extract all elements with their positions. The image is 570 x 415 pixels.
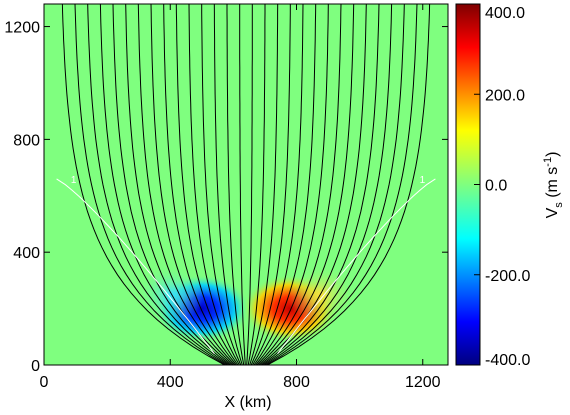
field-line-10 <box>188 4 240 365</box>
colorbar-tick-label-2: 0.0 <box>485 178 507 195</box>
x-tick-label-0: 0 <box>40 374 49 391</box>
field-line-6 <box>137 4 234 365</box>
y-tick-label-2: 800 <box>13 132 40 149</box>
colorbar-tick-label-3: -200.0 <box>485 268 530 285</box>
field-line-24 <box>259 4 367 365</box>
white-contour-right <box>277 178 436 355</box>
field-line-21 <box>255 4 329 365</box>
x-tick-label-2: 800 <box>283 374 310 391</box>
y-tick-label-0: 0 <box>31 358 40 375</box>
x-axis: 0 400 800 1200 <box>40 4 441 391</box>
field-line-27 <box>264 4 405 365</box>
x-axis-title: X (km) <box>224 394 271 411</box>
field-line-26 <box>262 4 393 365</box>
field-line-18 <box>250 4 291 365</box>
field-line-7 <box>150 4 236 365</box>
x-tick-label-1: 400 <box>157 374 184 391</box>
colorbar-tick-label-0: 400.0 <box>485 5 525 22</box>
colorbar-symbol-subscript: s <box>553 202 565 208</box>
field-line-29 <box>267 4 431 365</box>
colorbar-ticks: 400.0 200.0 0.0 -200.0 -400.0 <box>474 3 530 369</box>
field-line-2 <box>87 4 228 365</box>
y-tick-label-3: 1200 <box>4 20 40 37</box>
field-line-11 <box>201 4 242 365</box>
colorbar-units-superscript: -1 <box>542 157 554 167</box>
x-tick-label-3: 1200 <box>405 374 441 391</box>
colorbar-symbol: V <box>544 207 561 218</box>
contour-label-right: 1 <box>420 175 426 186</box>
y-tick-label-1: 400 <box>13 245 40 262</box>
field-line-15 <box>246 4 253 365</box>
field-line-8 <box>163 4 237 365</box>
field-line-20 <box>253 4 317 365</box>
field-line-14 <box>239 4 246 365</box>
colorbar-tick-label-1: 200.0 <box>485 87 525 104</box>
field-line-1 <box>74 4 227 365</box>
field-line-5 <box>125 4 233 365</box>
field-line-23 <box>258 4 355 365</box>
field-line-25 <box>261 4 380 365</box>
field-line-16 <box>247 4 266 365</box>
magnetic-field-lines <box>61 4 431 365</box>
field-line-22 <box>256 4 342 365</box>
field-line-19 <box>252 4 304 365</box>
field-line-17 <box>249 4 279 365</box>
field-line-12 <box>213 4 243 365</box>
field-line-4 <box>112 4 231 365</box>
field-line-3 <box>99 4 230 365</box>
y-axis: 0 400 800 1200 <box>4 20 448 375</box>
field-line-0 <box>61 4 225 365</box>
colorbar-units-close: ) <box>544 152 561 157</box>
colorbar-tick-label-4: -400.0 <box>485 352 530 369</box>
plot-frame <box>43 3 449 366</box>
contour-label-left: 1 <box>71 175 77 186</box>
colorbar-title: Vs (m s-1) <box>542 152 565 219</box>
white-contour-left <box>56 178 215 355</box>
field-line-28 <box>265 4 418 365</box>
field-line-9 <box>175 4 239 365</box>
colorbar-units: (m s <box>544 167 561 198</box>
field-line-13 <box>226 4 245 365</box>
